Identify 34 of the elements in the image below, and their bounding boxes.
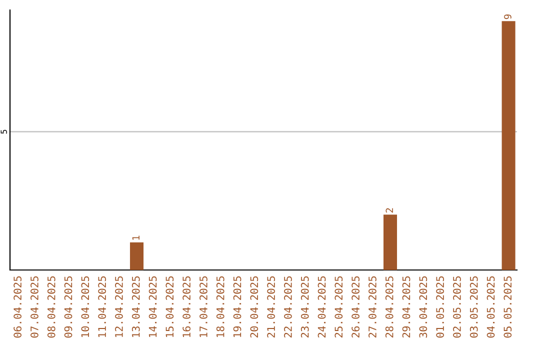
x-tick-label: 25.04.2025 bbox=[334, 276, 343, 338]
x-tick-label: 08.04.2025 bbox=[47, 276, 56, 338]
x-tick-label: 07.04.2025 bbox=[30, 276, 38, 338]
data-label: 1 bbox=[132, 236, 140, 240]
x-tick-label: 03.05.2025 bbox=[470, 276, 478, 338]
x-tick-label: 26.04.2025 bbox=[352, 276, 360, 338]
x-tick-label: 18.04.2025 bbox=[216, 276, 224, 338]
data-label: 2 bbox=[386, 208, 393, 213]
x-tick-label: 21.04.2025 bbox=[267, 276, 275, 338]
data-label: 9 bbox=[504, 14, 512, 20]
x-tick-label: 05.05.2025 bbox=[504, 276, 512, 338]
x-tick-label: 16.04.2025 bbox=[182, 276, 190, 338]
x-tick-label: 01.05.2025 bbox=[436, 276, 444, 338]
x-tick-label: 30.04.2025 bbox=[419, 276, 428, 338]
x-tick-label: 19.04.2025 bbox=[233, 276, 242, 338]
x-tick-label: 27.04.2025 bbox=[368, 276, 376, 338]
x-tick-label: 11.04.2025 bbox=[98, 276, 106, 338]
x-tick-label: 14.04.2025 bbox=[148, 276, 157, 338]
x-tick-label: 02.05.2025 bbox=[453, 276, 461, 338]
x-tick-label: 28.04.2025 bbox=[385, 276, 394, 338]
x-tick-label: 04.05.2025 bbox=[486, 276, 495, 338]
x-tick-label: 23.04.2025 bbox=[300, 276, 309, 338]
x-tick-label: 06.04.2025 bbox=[14, 276, 22, 338]
x-tick-label: 24.04.2025 bbox=[318, 276, 326, 338]
x-tick-label: 15.04.2025 bbox=[166, 276, 174, 338]
x-tick-label: 12.04.2025 bbox=[115, 276, 123, 338]
x-tick-label: 29.04.2025 bbox=[402, 276, 410, 338]
x-tick-label: 09.04.2025 bbox=[64, 276, 72, 338]
x-tick-label: 10.04.2025 bbox=[81, 276, 90, 338]
x-tick-label: 22.04.2025 bbox=[284, 276, 292, 338]
x-tick-label: 13.04.2025 bbox=[132, 276, 140, 338]
x-tick-label: 17.04.2025 bbox=[200, 276, 208, 338]
y-tick-label: 5 bbox=[0, 130, 7, 134]
x-tick-label: 20.04.2025 bbox=[250, 276, 258, 338]
